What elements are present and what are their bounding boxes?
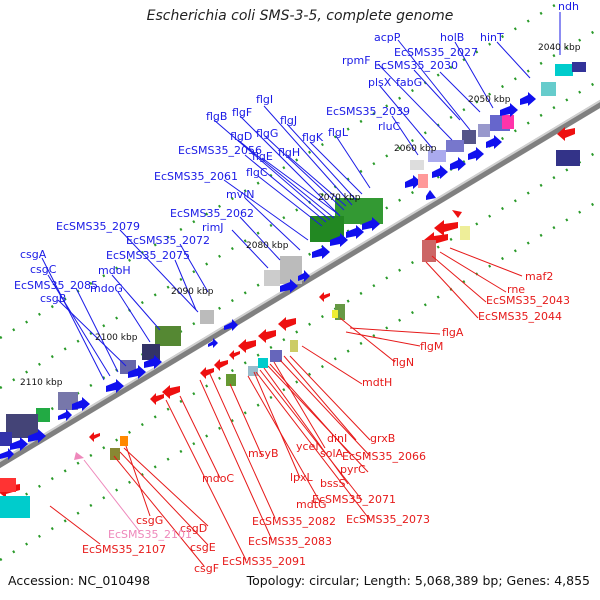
gene-label: EcSMS35_2083: [248, 535, 332, 548]
gene-label: EcSMS35_2072: [126, 234, 210, 247]
map-title: Escherichia coli SMS-3-5, complete genom…: [146, 8, 454, 24]
gene-label: flgG: [256, 127, 278, 140]
gene-label: bssS: [320, 477, 345, 490]
kbp-label: 2070 kbp: [318, 193, 361, 203]
gene-label: plsX: [368, 76, 392, 89]
gene-label: csgE: [190, 541, 216, 554]
gene-label: csgC: [30, 263, 57, 276]
gene-label: EcSMS35_2056: [178, 144, 262, 157]
gene-label: mdtG: [296, 498, 327, 511]
kbp-label: 2040 kbp: [538, 43, 581, 53]
gene-label: EcSMS35_2107: [82, 543, 166, 556]
gene-label: EcSMS35_2073: [346, 513, 430, 526]
rna-leaders: [83, 459, 141, 533]
gene-label: rluC: [378, 120, 401, 133]
reverse-leaders: [49, 247, 523, 567]
rna-gene-labels: EcSMS35_2101: [108, 528, 192, 541]
gene-label: EcSMS35_2075: [106, 249, 190, 262]
gene-label: rimJ: [202, 221, 224, 234]
kbp-ticks: 2040 kbp 2050 kbp 2060 kbp 2070 kbp 2080…: [20, 43, 581, 388]
gene-label: acpP: [374, 31, 401, 44]
gene-label: EcSMS35_2085: [14, 279, 98, 292]
gene-label: fabG: [396, 76, 422, 89]
gene-label: csgF: [194, 562, 219, 575]
gene-label: flgB: [206, 110, 227, 123]
gene-label: EcSMS35_2062: [170, 207, 254, 220]
forward-leaders: [41, 12, 561, 381]
gene-label: EcSMS35_2071: [312, 493, 396, 506]
gene-label: EcSMS35_2079: [56, 220, 140, 233]
gene-label: mdoG: [90, 282, 123, 295]
gene-label: mdtH: [362, 376, 392, 389]
kbp-label: 2110 kbp: [20, 378, 63, 388]
reverse-feature-boxes: [0, 150, 580, 518]
gene-label: yceI: [296, 440, 319, 453]
kbp-label: 2060 kbp: [394, 144, 437, 154]
kbp-label: 2080 kbp: [246, 241, 289, 251]
gene-label: flgD: [230, 130, 252, 143]
gene-label: lpxL: [290, 471, 314, 484]
gene-label: flgF: [232, 106, 252, 119]
gene-label: pyrC: [340, 463, 366, 476]
gene-label: grxB: [370, 432, 395, 445]
gene-label: mdoH: [98, 264, 131, 277]
kbp-label: 2090 kbp: [171, 287, 214, 297]
gene-label: EcSMS35_2027: [394, 46, 478, 59]
gene-label: EcSMS35_2061: [154, 170, 238, 183]
gene-label: csgD: [180, 522, 207, 535]
gene-label: EcSMS35_2091: [222, 555, 306, 568]
gene-label: EcSMS35_2082: [252, 515, 336, 528]
forward-arrows: [0, 92, 536, 460]
accession-text: Accession: NC_010498: [8, 573, 151, 588]
gene-label: csgA: [20, 248, 47, 261]
gene-label: flgL: [328, 126, 349, 139]
gene-label: mdoC: [202, 472, 234, 485]
gene-label: ndh: [558, 0, 579, 13]
gene-label: EcSMS35_2030: [374, 59, 458, 72]
gene-label: csgB: [40, 292, 66, 305]
gene-label: maf2: [525, 270, 553, 283]
kbp-label: 2100 kbp: [95, 333, 138, 343]
gene-label: mviN: [226, 188, 255, 201]
genome-summary: Topology: circular; Length: 5,068,389 bp…: [246, 573, 590, 588]
gene-label: holB: [440, 31, 464, 44]
gene-label: EcSMS35_2043: [486, 294, 570, 307]
gene-label: EcSMS35_2066: [342, 450, 426, 463]
gene-label: EcSMS35_2044: [478, 310, 562, 323]
gene-label: csgG: [136, 514, 163, 527]
gene-label: EcSMS35_2101: [108, 528, 192, 541]
gene-label: rne: [507, 283, 525, 296]
gene-label: flgJ: [280, 114, 297, 127]
gene-label: hinT: [480, 31, 504, 44]
forward-gene-labels: ndh hinT holB acpP EcSMS35_2027 rpmF EcS…: [14, 0, 579, 305]
reverse-gene-labels: maf2 rne EcSMS35_2043 EcSMS35_2044 flgA …: [82, 270, 570, 575]
gene-label: flgA: [442, 326, 464, 339]
forward-feature-boxes: [0, 62, 586, 446]
gene-label: flgI: [256, 93, 273, 106]
gene-label: flgK: [302, 131, 324, 144]
gene-label: flgN: [392, 356, 414, 369]
gene-label: flgM: [420, 340, 443, 353]
gene-label: solA: [320, 447, 344, 460]
gene-label: flgH: [278, 146, 300, 159]
gene-label: EcSMS35_2039: [326, 105, 410, 118]
gene-label: msyB: [248, 447, 279, 460]
kbp-label: 2050 kbp: [468, 95, 511, 105]
gene-label: flgC: [246, 166, 268, 179]
gene-label: dinI: [327, 432, 347, 445]
gene-label: rpmF: [342, 54, 371, 67]
gene-label: flgE: [252, 150, 273, 163]
